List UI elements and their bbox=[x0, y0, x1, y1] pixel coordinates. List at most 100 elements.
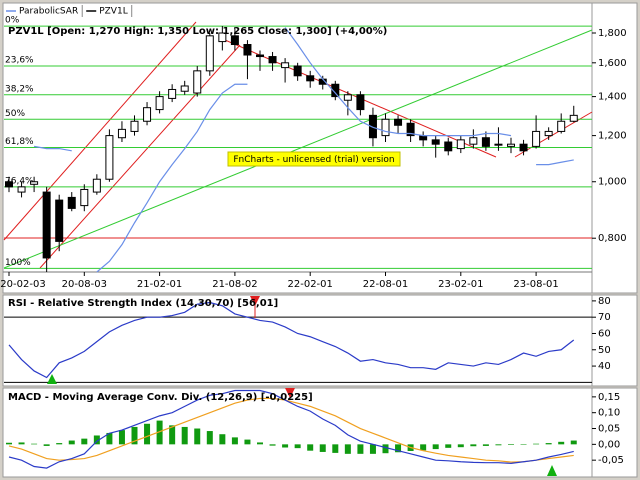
rsi-line bbox=[8, 301, 575, 379]
fibonacci-label: 50% bbox=[5, 109, 25, 119]
watermark: FnCharts - unlicensed (trial) version bbox=[233, 155, 394, 165]
candle-body bbox=[306, 75, 315, 82]
histogram-bar bbox=[508, 444, 514, 445]
x-tick-label: 22-02-01 bbox=[288, 279, 333, 290]
chart-title: PZV1L [Open: 1,270 High: 1,350 Low: 1,26… bbox=[8, 26, 387, 37]
candle-body bbox=[143, 107, 152, 122]
rsi-title: RSI - Relative Strength Index (14,30,70)… bbox=[8, 298, 278, 309]
histogram-bar bbox=[457, 444, 464, 448]
histogram-bar bbox=[357, 444, 364, 454]
x-tick-label: 23-08-01 bbox=[513, 279, 558, 290]
trend-channel-upper bbox=[3, 21, 197, 241]
y-tick-label: 1,800 bbox=[598, 28, 627, 39]
macd-axis-panel bbox=[591, 387, 638, 478]
histogram-bar bbox=[81, 438, 88, 445]
price-panel bbox=[2, 2, 593, 294]
histogram-bar bbox=[445, 444, 452, 448]
y-tick-label: 0,00 bbox=[598, 439, 620, 450]
histogram-bar bbox=[6, 442, 12, 445]
candle-body bbox=[205, 35, 214, 72]
fibonacci-label: 61,8% bbox=[5, 137, 34, 147]
histogram-bar bbox=[231, 437, 238, 445]
macd-title: MACD - Moving Average Conv. Div. (12,26,… bbox=[8, 392, 313, 403]
x-tick-label: 21-08-02 bbox=[212, 279, 257, 290]
histogram-bar bbox=[269, 444, 276, 446]
histogram-bar bbox=[219, 434, 226, 445]
rsi-panel bbox=[2, 294, 593, 387]
candle-body bbox=[481, 137, 490, 147]
fibonacci-label: 100% bbox=[5, 258, 31, 268]
y-tick-label: 70 bbox=[598, 312, 611, 323]
histogram-bar bbox=[520, 444, 527, 445]
x-tick-label: 20-02-03 bbox=[0, 279, 45, 290]
histogram-bar bbox=[181, 426, 188, 445]
chart-marks: 0,800 1,000 1,200 1,400 1,600 1,800 0% 23,6% 38,… bbox=[0, 5, 627, 469]
candle-body bbox=[55, 199, 64, 242]
candle-body bbox=[507, 143, 515, 147]
histogram-bar bbox=[395, 444, 402, 453]
candle-body bbox=[168, 88, 177, 99]
macd-line bbox=[8, 397, 574, 463]
candle-body bbox=[444, 141, 453, 152]
buy-signal bbox=[547, 465, 557, 476]
histogram-bar bbox=[131, 426, 138, 445]
trend-channel-lower bbox=[39, 44, 241, 269]
histogram-bar bbox=[432, 444, 439, 450]
histogram-bar bbox=[144, 423, 151, 445]
candle-body bbox=[381, 118, 390, 137]
y-tick-label: 50 bbox=[598, 345, 611, 356]
x-tick-label: 22-08-01 bbox=[363, 279, 408, 290]
histogram-bar bbox=[206, 431, 213, 445]
histogram-bar bbox=[570, 440, 577, 445]
candle-body bbox=[293, 65, 302, 77]
histogram-bar bbox=[282, 444, 289, 448]
x-tick-label: 21-02-01 bbox=[137, 279, 182, 290]
candle-body bbox=[331, 83, 340, 98]
histogram-bar bbox=[257, 442, 263, 445]
candle-body bbox=[494, 143, 503, 146]
histogram-bar bbox=[533, 443, 540, 445]
fibonacci-label: 0% bbox=[5, 16, 20, 26]
histogram-bar bbox=[344, 444, 351, 454]
x-tick-label: 20-08-03 bbox=[62, 279, 107, 290]
sar-line bbox=[33, 27, 574, 273]
histogram-bar bbox=[307, 444, 314, 451]
histogram-bar bbox=[244, 439, 251, 445]
histogram-bar bbox=[495, 444, 502, 446]
y-tick-label: 80 bbox=[598, 296, 611, 307]
y-tick-label: 1,400 bbox=[598, 92, 627, 103]
fibonacci-label: 76,4% bbox=[5, 176, 34, 186]
candle-body bbox=[557, 120, 566, 132]
y-tick-label: 1,600 bbox=[598, 58, 627, 69]
candle-body bbox=[431, 139, 440, 145]
histogram-bar bbox=[93, 435, 100, 445]
y-tick-label: 1,000 bbox=[598, 177, 627, 188]
candle-body bbox=[368, 114, 377, 139]
candle-body bbox=[406, 122, 415, 137]
candle-body bbox=[80, 188, 89, 207]
candle-body bbox=[268, 56, 277, 64]
candle-body bbox=[356, 94, 365, 111]
histogram-bar bbox=[369, 444, 376, 454]
histogram-bar bbox=[545, 443, 552, 445]
candle-body bbox=[256, 54, 264, 58]
y-tick-label: 0,05 bbox=[598, 424, 620, 435]
histogram-bar bbox=[194, 428, 201, 445]
watermark-box bbox=[227, 151, 401, 167]
y-tick-label: 40 bbox=[598, 361, 611, 372]
histogram-bar bbox=[43, 444, 50, 446]
histogram-bar bbox=[56, 443, 63, 445]
fibonacci-label: 38,2% bbox=[5, 84, 34, 94]
signals bbox=[47, 296, 557, 476]
candle-body bbox=[419, 135, 428, 141]
candle-body bbox=[92, 178, 101, 193]
x-tick-label: 23-02-01 bbox=[438, 279, 483, 290]
candle-body bbox=[281, 62, 290, 69]
buy-signal bbox=[47, 374, 57, 384]
histogram-bar bbox=[382, 444, 389, 454]
histogram-bar bbox=[169, 425, 176, 445]
candle-body bbox=[105, 135, 114, 180]
candle-body bbox=[519, 143, 528, 152]
